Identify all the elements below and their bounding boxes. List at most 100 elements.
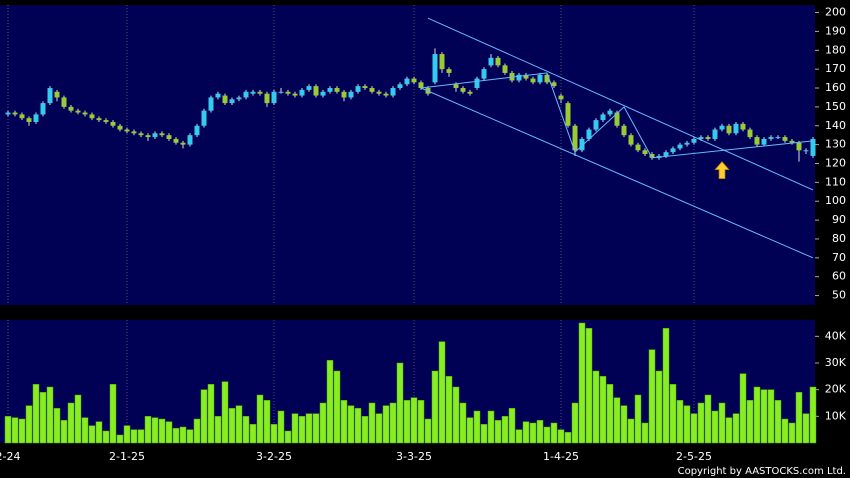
candle-body — [579, 138, 585, 151]
volume-bar — [4, 416, 12, 444]
candle-body — [516, 74, 522, 81]
y-tick-label: 80 — [832, 232, 846, 245]
candle-body — [271, 91, 277, 104]
volume-bar — [473, 410, 481, 444]
volume-bar — [284, 430, 292, 444]
volume-bar — [480, 424, 488, 444]
volume-bar — [543, 426, 551, 444]
candle-body — [243, 91, 249, 98]
volume-bar — [109, 384, 117, 444]
volume-bar — [137, 429, 145, 444]
volume-bar — [228, 408, 236, 444]
volume-bar — [690, 413, 698, 444]
y-tick-label: 150 — [825, 100, 846, 113]
price-panel — [0, 5, 815, 305]
volume-bar — [627, 418, 635, 444]
volume-bar — [39, 392, 47, 444]
y-tick-label: 10K — [825, 409, 847, 422]
y-tick-label: 160 — [825, 81, 846, 94]
candle-body — [537, 74, 543, 83]
volume-bar — [725, 417, 733, 444]
candle-body — [768, 137, 774, 139]
candle-body — [404, 78, 410, 85]
volume-bar — [158, 418, 166, 444]
candle-body — [313, 86, 319, 96]
candle-body — [677, 144, 683, 149]
volume-bar — [249, 424, 257, 444]
candle-body — [572, 125, 578, 151]
candle-body — [117, 125, 123, 130]
volume-bar — [263, 400, 271, 444]
candle-body — [61, 97, 67, 107]
volume-bar — [774, 400, 782, 444]
candle-body — [362, 86, 368, 89]
y-tick-label: 100 — [825, 194, 846, 207]
candle-body — [341, 91, 347, 98]
volume-bar — [466, 417, 474, 444]
volume-bar — [732, 413, 740, 444]
y-tick-label: 170 — [825, 62, 846, 75]
volume-bar — [424, 418, 432, 444]
volume-bar — [599, 376, 607, 444]
volume-bar — [354, 408, 362, 444]
candle-body — [642, 150, 648, 155]
candle-body — [383, 93, 389, 96]
volume-bar — [809, 386, 817, 444]
trend-line — [420, 72, 814, 159]
volume-bar — [606, 384, 614, 444]
candle-body — [684, 142, 690, 145]
volume-bar — [165, 421, 173, 444]
candle-body — [502, 65, 508, 73]
candle-body — [803, 150, 809, 152]
candle-body — [257, 91, 263, 94]
volume-bar — [25, 405, 33, 444]
candle-body — [355, 86, 361, 92]
candle-body — [180, 142, 186, 145]
volume-bar — [753, 386, 761, 444]
volume-bar — [669, 384, 677, 444]
candle-body — [138, 133, 144, 136]
candle-body — [215, 93, 221, 98]
candle-body — [635, 144, 641, 151]
volume-bar — [53, 408, 61, 444]
candle-body — [327, 88, 333, 92]
y-tick-label: 130 — [825, 138, 846, 151]
volume-bar — [795, 392, 803, 444]
volume-bar — [788, 422, 796, 444]
candle-body — [488, 57, 494, 66]
volume-bar — [571, 402, 579, 444]
volume-bar — [326, 360, 334, 444]
volume-bar — [95, 421, 103, 444]
candle-body — [628, 135, 634, 145]
volume-bar — [403, 400, 411, 444]
candle-body — [12, 112, 18, 115]
volume-bar — [410, 397, 418, 444]
volume-bar — [452, 386, 460, 444]
volume-bar — [417, 400, 425, 444]
candle-body — [607, 110, 613, 115]
volume-bar — [102, 430, 110, 444]
y-tick-label: 140 — [825, 119, 846, 132]
candle-body — [201, 110, 207, 126]
y-tick-label: 60 — [832, 270, 846, 283]
candle-body — [299, 89, 305, 96]
candle-body — [159, 133, 165, 136]
candle-body — [47, 88, 53, 104]
volume-bar — [662, 328, 670, 444]
volume-bar — [655, 370, 663, 444]
candle-body — [89, 114, 95, 119]
volume-bar — [221, 381, 229, 444]
candle-body — [439, 54, 445, 70]
volume-bar — [683, 405, 691, 444]
candle-body — [82, 112, 88, 115]
candle-body — [670, 148, 676, 153]
candle-body — [446, 69, 452, 73]
candle-body — [558, 95, 564, 100]
candle-body — [411, 78, 417, 83]
volume-bar — [151, 417, 159, 444]
volume-bar — [438, 341, 446, 444]
volume-bar — [193, 418, 201, 444]
volume-bar — [529, 422, 537, 444]
candle-body — [523, 74, 529, 79]
volume-bar — [557, 429, 565, 444]
